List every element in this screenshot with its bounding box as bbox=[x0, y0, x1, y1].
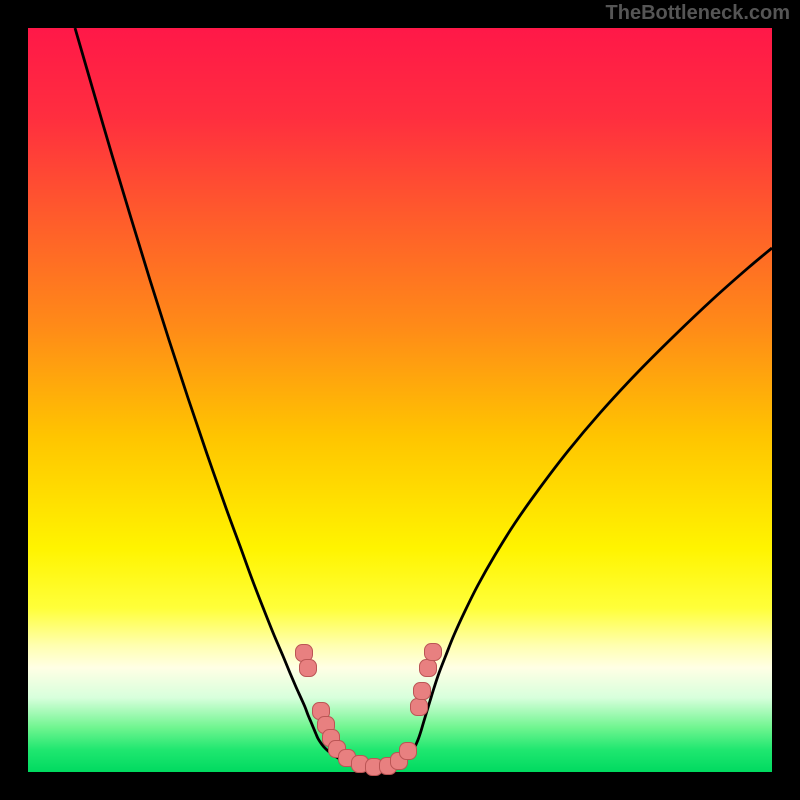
data-marker bbox=[413, 682, 431, 700]
data-marker bbox=[410, 698, 428, 716]
data-marker bbox=[424, 643, 442, 661]
watermark: TheBottleneck.com bbox=[606, 2, 790, 25]
data-marker bbox=[419, 659, 437, 677]
plot-area bbox=[28, 28, 772, 772]
data-marker bbox=[299, 659, 317, 677]
markers-layer bbox=[28, 28, 772, 772]
data-marker bbox=[399, 742, 417, 760]
